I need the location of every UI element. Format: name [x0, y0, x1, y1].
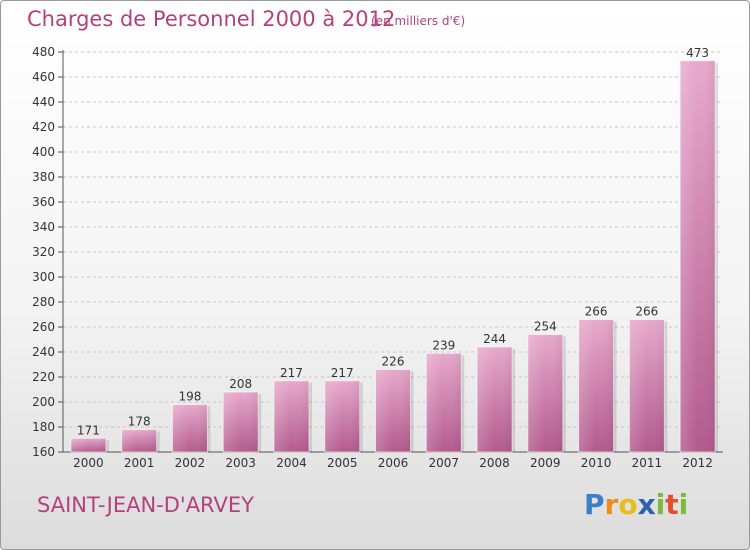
logo-letter: t	[665, 488, 679, 521]
data-label: 473	[686, 46, 709, 60]
chart-subtitle: (en milliers d'€)	[371, 14, 466, 28]
logo-letter: o	[618, 488, 638, 521]
data-labels: 171 178 198 208 217 217 226 239 244 254 266 266 473	[77, 46, 709, 438]
y-tick-label: 320	[32, 245, 55, 259]
y-tick-label: 200	[32, 395, 55, 409]
data-label: 208	[229, 377, 252, 391]
y-tick-label: 360	[32, 195, 55, 209]
bar-highlight	[223, 392, 259, 452]
x-tick-labels: 2000 2001 2002 2003 2004 2005 2006 2007 2008 2009…	[73, 456, 713, 470]
data-label: 266	[635, 305, 658, 319]
logo-letter: i	[678, 488, 689, 521]
data-label: 178	[128, 415, 151, 429]
bar-highlight	[629, 319, 665, 452]
y-tick-labels: 160 180 200 220 240 260 280 300 320 340 360 380 400 4…	[32, 45, 55, 459]
bar-highlight	[273, 380, 309, 452]
y-tick-label: 300	[32, 270, 55, 284]
x-tick-label: 2008	[479, 456, 510, 470]
proxiti-logo: Proxiti	[584, 488, 688, 521]
y-tick-label: 460	[32, 70, 55, 84]
y-tick-label: 160	[32, 445, 55, 459]
y-tick-label: 400	[32, 145, 55, 159]
logo-letter: r	[604, 488, 619, 521]
x-tick-label: 2012	[682, 456, 713, 470]
logo-letter: x	[637, 488, 656, 521]
y-tick-label: 220	[32, 370, 55, 384]
data-label: 198	[178, 390, 201, 404]
bar-highlight	[70, 438, 106, 452]
y-tick-label: 480	[32, 45, 55, 59]
bar-highlight	[477, 347, 513, 452]
y-tick-label: 380	[32, 170, 55, 184]
data-label: 226	[382, 355, 405, 369]
y-tick-label: 420	[32, 120, 55, 134]
y-tick-label: 240	[32, 345, 55, 359]
bar-highlight	[324, 380, 360, 452]
data-label: 217	[280, 366, 303, 380]
bars	[70, 60, 719, 453]
x-tick-label: 2007	[428, 456, 459, 470]
y-tick-label: 180	[32, 420, 55, 434]
bar-highlight	[121, 429, 157, 452]
x-tick-label: 2006	[378, 456, 409, 470]
chart-title: Charges de Personnel 2000 à 2012	[27, 7, 396, 31]
x-tick-label: 2009	[530, 456, 561, 470]
data-label: 244	[483, 332, 506, 346]
logo-letter: i	[655, 488, 666, 521]
x-tick-label: 2002	[175, 456, 206, 470]
y-tick-label: 280	[32, 295, 55, 309]
bar-highlight	[375, 369, 411, 452]
y-tick-label: 440	[32, 95, 55, 109]
data-label: 254	[534, 320, 557, 334]
location-name: SAINT-JEAN-D'ARVEY	[37, 493, 254, 517]
x-tick-label: 2011	[632, 456, 663, 470]
x-tick-label: 2005	[327, 456, 358, 470]
bar-highlight	[578, 319, 614, 452]
y-tick-label: 260	[32, 320, 55, 334]
y-tick-label: 340	[32, 220, 55, 234]
data-label: 217	[331, 366, 354, 380]
data-label: 171	[77, 423, 100, 437]
bar-highlight	[527, 334, 563, 452]
data-label: 266	[585, 305, 608, 319]
x-tick-label: 2010	[581, 456, 612, 470]
x-tick-label: 2001	[124, 456, 155, 470]
x-tick-label: 2003	[225, 456, 256, 470]
x-tick-label: 2000	[73, 456, 104, 470]
bar-highlight	[426, 353, 462, 452]
x-tick-label: 2004	[276, 456, 307, 470]
logo-letter: P	[584, 488, 605, 521]
bar-highlight	[680, 60, 716, 452]
bar-highlight	[172, 404, 208, 452]
data-label: 239	[432, 338, 455, 352]
